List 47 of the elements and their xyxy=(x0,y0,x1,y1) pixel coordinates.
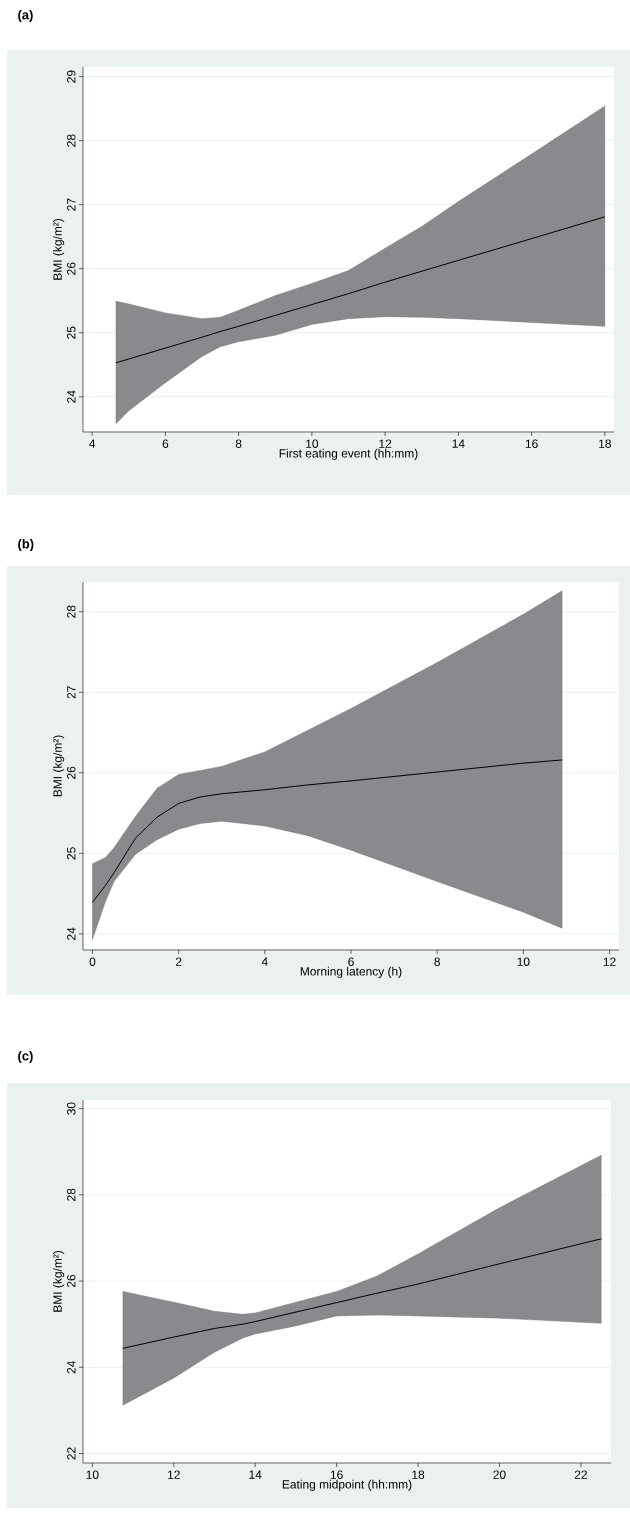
x-tick-label: 6 xyxy=(348,957,354,966)
y-tick-label: 28 xyxy=(67,1188,76,1201)
chart-title: (a) xyxy=(18,9,33,23)
y-axis-title: BMI (kg/m²) xyxy=(53,1251,65,1312)
y-axis-title: BMI (kg/m²) xyxy=(53,219,65,280)
y-tick-label: 27 xyxy=(67,686,76,699)
x-tick-label: 12 xyxy=(603,957,616,966)
x-tick-label: 18 xyxy=(599,439,611,448)
x-tick-label: 18 xyxy=(412,1470,425,1479)
y-tick-label: 22 xyxy=(67,1447,76,1460)
chart-title: (c) xyxy=(18,1050,33,1064)
x-tick-label: 10 xyxy=(306,439,319,448)
y-tick-label: 25 xyxy=(67,326,76,339)
x-tick-label: 0 xyxy=(89,957,96,966)
y-tick-label: 27 xyxy=(67,198,76,211)
y-tick-label: 28 xyxy=(67,134,76,147)
y-tick-label: 24 xyxy=(67,1360,76,1374)
x-tick-label: 12 xyxy=(168,1470,180,1479)
y-tick-label: 24 xyxy=(67,927,76,940)
y-tick-label: 30 xyxy=(67,1102,76,1115)
chart-title: (b) xyxy=(18,538,34,552)
x-tick-label: 16 xyxy=(330,1470,343,1479)
x-axis-title: Eating midpoint (hh:mm) xyxy=(282,1479,412,1491)
x-tick-label: 12 xyxy=(379,439,392,448)
y-tick-label: 29 xyxy=(67,70,76,83)
y-tick-label: 26 xyxy=(67,262,76,275)
y-tick-label: 26 xyxy=(67,766,76,779)
y-axis-title: BMI (kg/m²) xyxy=(53,735,65,797)
x-tick-label: 10 xyxy=(517,957,530,966)
x-axis-title: First eating event (hh:mm) xyxy=(279,448,418,460)
x-tick-label: 2 xyxy=(175,957,182,966)
y-tick-label: 26 xyxy=(67,1274,76,1288)
y-tick-label: 24 xyxy=(67,390,76,403)
x-tick-label: 8 xyxy=(434,957,440,966)
x-tick-label: 22 xyxy=(574,1470,587,1479)
x-axis-title: Morning latency (h) xyxy=(300,966,402,978)
y-tick-label: 28 xyxy=(67,605,76,618)
x-tick-label: 16 xyxy=(525,439,538,448)
x-tick-label: 14 xyxy=(452,439,465,448)
x-tick-label: 20 xyxy=(493,1470,506,1479)
x-tick-label: 4 xyxy=(89,439,96,448)
x-tick-label: 8 xyxy=(235,439,242,448)
x-tick-label: 6 xyxy=(162,439,169,448)
x-tick-label: 10 xyxy=(86,1470,99,1479)
x-tick-label: 4 xyxy=(261,957,268,966)
y-tick-label: 25 xyxy=(67,847,76,860)
x-tick-label: 14 xyxy=(249,1470,262,1479)
